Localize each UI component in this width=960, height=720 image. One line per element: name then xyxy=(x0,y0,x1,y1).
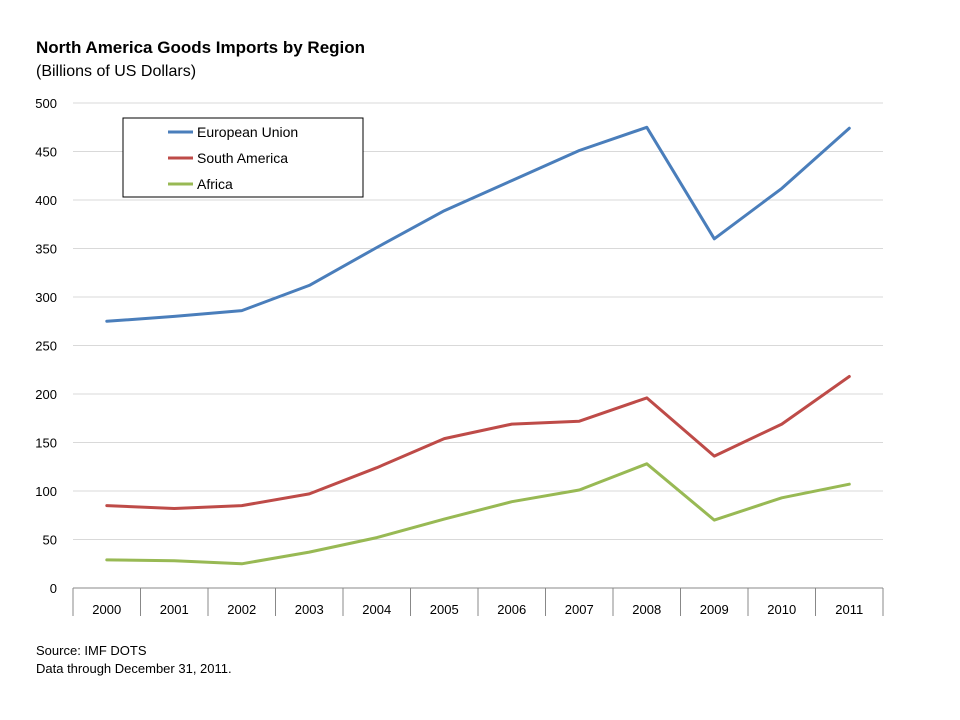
y-tick-label: 150 xyxy=(35,436,57,451)
y-tick-label: 350 xyxy=(35,242,57,257)
x-tick-label: 2007 xyxy=(565,602,594,617)
y-tick-label: 50 xyxy=(43,533,57,548)
x-tick-label: 2010 xyxy=(767,602,796,617)
legend: European Union South America Africa xyxy=(122,117,364,198)
x-tick-label: 2000 xyxy=(92,602,121,617)
gridlines xyxy=(73,102,883,540)
source-note: Source: IMF DOTS xyxy=(36,643,147,658)
series-line xyxy=(105,125,851,323)
chart-title: North America Goods Imports by Region xyxy=(36,38,366,57)
y-tick-label: 100 xyxy=(35,484,57,499)
y-tick-label: 300 xyxy=(35,290,57,305)
x-tick-label: 2008 xyxy=(632,602,661,617)
x-tick-label: 2003 xyxy=(295,602,324,617)
x-tick-label: 2005 xyxy=(430,602,459,617)
legend-label: South America xyxy=(197,150,288,166)
x-tick-label: 2002 xyxy=(227,602,256,617)
x-tick-label: 2009 xyxy=(700,602,729,617)
y-tick-label: 450 xyxy=(35,145,57,160)
chart-subtitle: (Billions of US Dollars) xyxy=(36,63,197,80)
series-line xyxy=(105,375,851,510)
x-axis: 2000 2001 2002 2003 2004 2005 2006 2007 2008 2009… xyxy=(72,587,884,617)
y-tick-label: 500 xyxy=(35,96,57,111)
y-tick-label: 0 xyxy=(50,581,57,596)
y-tick-label: 200 xyxy=(35,387,57,402)
series-line xyxy=(105,462,851,566)
x-tick-label: 2001 xyxy=(160,602,189,617)
legend-label: European Union xyxy=(197,124,298,140)
data-through-note: Data through December 31, 2011. xyxy=(36,661,232,676)
y-tick-label: 400 xyxy=(35,193,57,208)
y-axis-ticks: 0 50 100 150 200 250 300 350 400 450 500 xyxy=(35,96,57,596)
y-tick-label: 250 xyxy=(35,339,57,354)
series-lines xyxy=(105,125,851,566)
legend-label: Africa xyxy=(197,176,233,192)
x-tick-label: 2004 xyxy=(362,602,391,617)
x-tick-label: 2011 xyxy=(835,602,863,617)
x-tick-label: 2006 xyxy=(497,602,526,617)
legend-box xyxy=(122,117,364,198)
